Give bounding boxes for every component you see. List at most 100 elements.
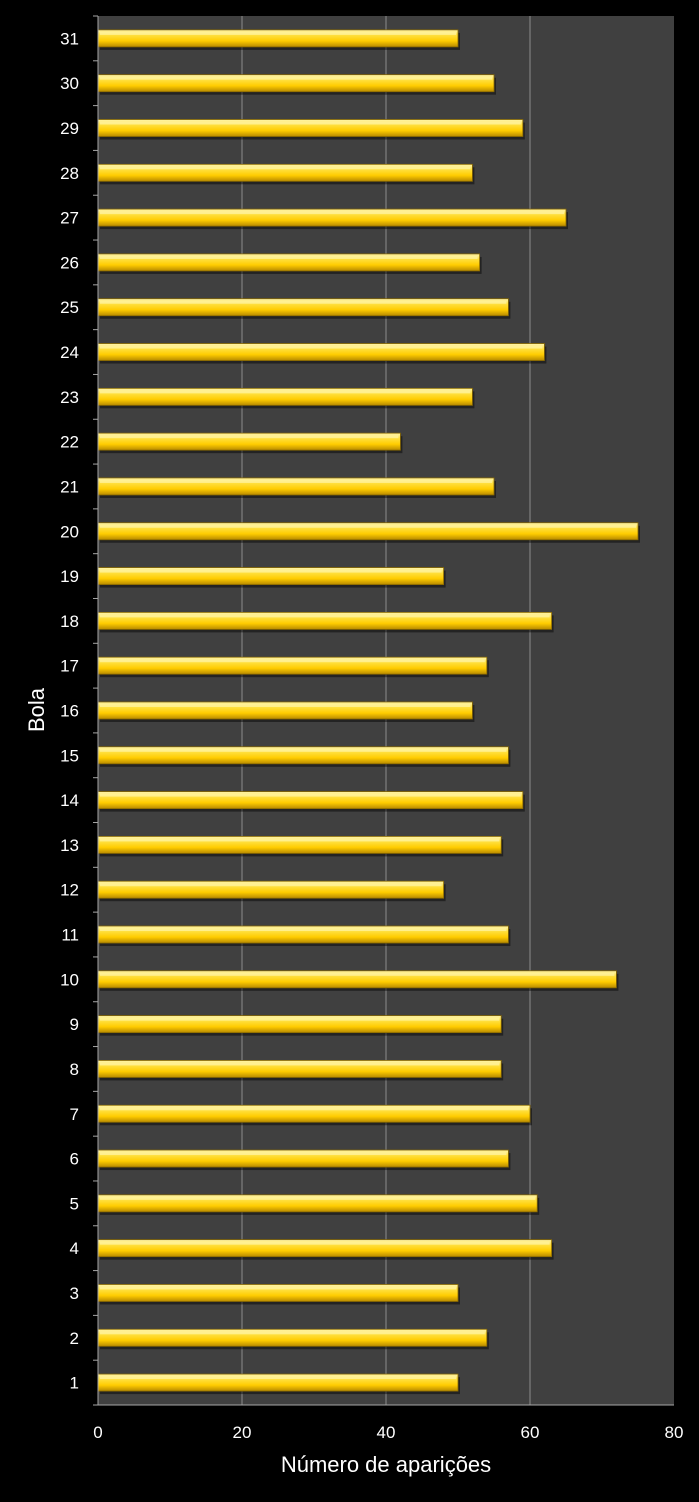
bar-highlight-19 [100, 569, 442, 573]
bar-highlight-18 [100, 614, 550, 618]
y-tick-label-24: 24 [60, 343, 79, 362]
bar-highlight-25 [100, 300, 507, 304]
y-tick-label-3: 3 [70, 1284, 79, 1303]
y-tick-label-19: 19 [60, 567, 79, 586]
bar-highlight-4 [100, 1241, 550, 1245]
y-tick-label-16: 16 [60, 702, 79, 721]
y-tick-label-23: 23 [60, 388, 79, 407]
y-tick-label-30: 30 [60, 74, 79, 93]
bar-highlight-21 [100, 479, 492, 483]
bar-group-17 [97, 656, 489, 678]
bar-highlight-9 [100, 1017, 500, 1021]
y-tick-label-21: 21 [60, 477, 79, 496]
bar-highlight-11 [100, 928, 507, 932]
bar-group-24 [97, 343, 547, 364]
y-tick-label-11: 11 [61, 926, 79, 945]
x-tick-label-40: 40 [377, 1423, 396, 1442]
x-axis-title: Número de aparições [281, 1452, 491, 1477]
x-tick-label-0: 0 [93, 1423, 102, 1442]
x-tick-label-60: 60 [521, 1423, 540, 1442]
bar-group-9 [97, 1015, 504, 1036]
y-tick-label-12: 12 [60, 881, 79, 900]
bar-group-21 [97, 477, 496, 498]
bars [97, 29, 640, 1395]
y-tick-label-15: 15 [60, 746, 79, 765]
bar-highlight-8 [100, 1062, 500, 1066]
bar-group-5 [97, 1194, 540, 1215]
y-tick-label-9: 9 [70, 1015, 79, 1034]
bar-group-15 [97, 746, 511, 767]
y-tick-label-14: 14 [60, 791, 79, 810]
y-tick-label-29: 29 [60, 119, 79, 138]
bar-group-31 [97, 29, 460, 50]
y-axis-title: Bola [24, 687, 49, 732]
y-tick-label-2: 2 [70, 1329, 79, 1348]
y-tick-label-4: 4 [70, 1239, 79, 1258]
bar-highlight-24 [100, 345, 543, 349]
bar-highlight-17 [100, 659, 485, 663]
y-tick-label-7: 7 [70, 1105, 79, 1124]
bar-group-30 [97, 74, 496, 95]
bar-highlight-6 [100, 1152, 507, 1156]
bar-highlight-12 [100, 883, 442, 887]
bar-group-28 [97, 163, 475, 185]
bar-highlight-26 [100, 255, 478, 259]
bar-group-25 [97, 298, 511, 319]
bar-highlight-5 [100, 1196, 536, 1200]
y-tick-label-27: 27 [60, 209, 79, 228]
bar-highlight-3 [100, 1286, 456, 1290]
y-tick-label-20: 20 [60, 522, 79, 541]
bar-group-18 [97, 611, 554, 633]
bar-group-19 [97, 567, 446, 588]
bar-group-7 [97, 1104, 532, 1126]
y-tick-label-1: 1 [70, 1374, 79, 1393]
bar-highlight-16 [100, 704, 471, 707]
x-tick-label-20: 20 [233, 1423, 252, 1442]
bar-group-29 [97, 119, 525, 140]
bar-highlight-7 [100, 1107, 528, 1111]
axes [93, 15, 674, 1406]
bar-group-11 [97, 925, 511, 947]
bar-group-10 [97, 970, 619, 991]
bar-group-3 [97, 1284, 460, 1305]
bar-group-8 [97, 1060, 504, 1081]
bar-highlight-28 [100, 166, 471, 170]
y-tick-label-8: 8 [70, 1060, 79, 1079]
y-tick-label-31: 31 [60, 29, 79, 48]
bar-highlight-14 [100, 793, 521, 797]
bar-group-14 [97, 791, 525, 812]
y-tick-label-17: 17 [60, 657, 79, 676]
bar-highlight-15 [100, 748, 507, 752]
bar-group-22 [97, 432, 403, 454]
bar-group-20 [97, 522, 640, 543]
bar-highlight-20 [100, 524, 636, 528]
y-tick-labels: 1234567891011121314151617181920212223242… [60, 29, 79, 1392]
y-tick-label-5: 5 [70, 1194, 79, 1213]
bar-highlight-10 [100, 972, 615, 976]
bar-highlight-2 [100, 1331, 485, 1335]
bar-highlight-22 [100, 435, 399, 439]
bar-group-27 [97, 208, 568, 230]
bar-highlight-23 [100, 390, 471, 394]
bar-group-26 [97, 253, 482, 274]
bar-group-16 [97, 701, 475, 722]
bar-highlight-29 [100, 121, 521, 125]
bar-group-2 [97, 1328, 489, 1350]
bar-highlight-13 [100, 838, 500, 842]
y-tick-label-28: 28 [60, 164, 79, 183]
y-tick-label-18: 18 [60, 612, 79, 631]
bar-group-4 [97, 1239, 554, 1260]
bar-highlight-31 [100, 31, 456, 35]
y-tick-label-25: 25 [60, 298, 79, 317]
bar-group-6 [97, 1149, 511, 1171]
bar-group-13 [97, 836, 504, 857]
bar-highlight-27 [100, 211, 564, 215]
bar-highlight-1 [100, 1376, 456, 1380]
y-tick-label-6: 6 [70, 1150, 79, 1169]
bar-highlight-30 [100, 76, 492, 80]
bar-group-1 [97, 1373, 460, 1395]
x-tick-label-80: 80 [665, 1423, 684, 1442]
y-tick-label-26: 26 [60, 253, 79, 272]
